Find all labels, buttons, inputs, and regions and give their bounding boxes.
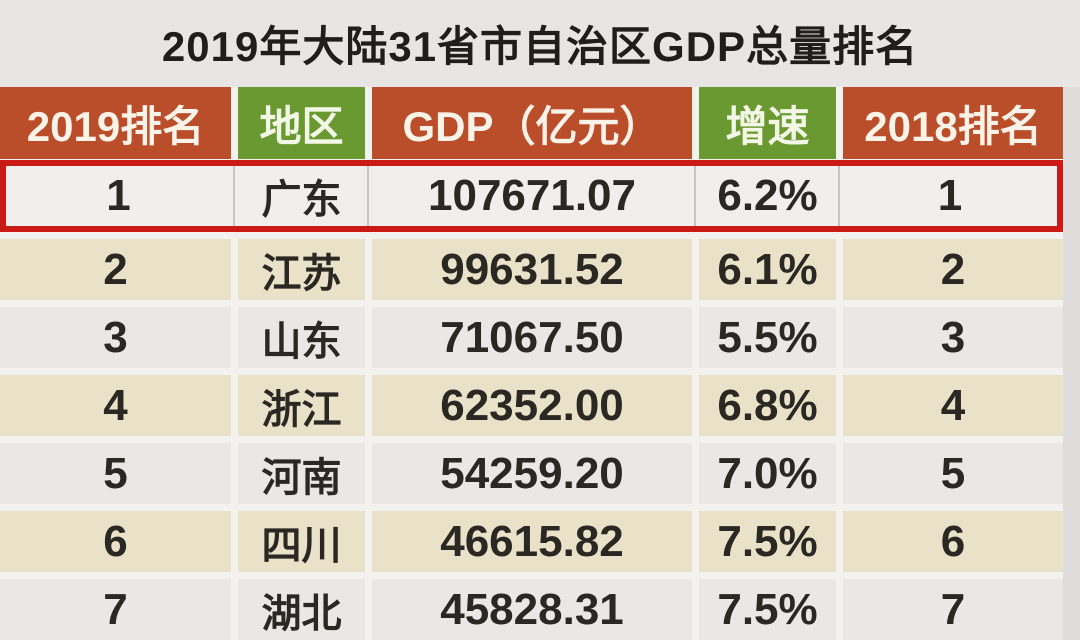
cell-rank-2019: 3 bbox=[0, 307, 231, 368]
cell-rank-2018: 5 bbox=[843, 443, 1063, 504]
cell-rank-2019: 1 bbox=[106, 171, 131, 220]
cell-rank-2018: 1 bbox=[838, 166, 1057, 226]
table-row: 1 广东 107671.07 6.2% 1 bbox=[0, 160, 1063, 232]
cell-region: 河南 bbox=[238, 443, 365, 504]
cell-region: 湖北 bbox=[238, 579, 365, 640]
cell-region: 四川 bbox=[238, 511, 365, 572]
page-title: 2019年大陆31省市自治区GDP总量排名 bbox=[161, 23, 919, 70]
cell-growth: 7.5% bbox=[699, 579, 836, 640]
table-row: 5 河南 54259.20 7.0% 5 bbox=[0, 443, 1063, 504]
cell-rank-2018: 2 bbox=[843, 239, 1063, 300]
table-body: 1 广东 107671.07 6.2% 1 2 江苏 99631.52 6.1%… bbox=[0, 160, 1063, 640]
table-row: 4 浙江 62352.00 6.8% 4 bbox=[0, 375, 1063, 436]
cell-rank-2018: 6 bbox=[843, 511, 1063, 572]
cell-growth: 5.5% bbox=[699, 307, 836, 368]
title-band: 2019年大陆31省市自治区GDP总量排名 bbox=[0, 0, 1080, 87]
table-row: 2 江苏 99631.52 6.1% 2 bbox=[0, 239, 1063, 300]
cell-rank-2019: 2 bbox=[0, 239, 231, 300]
table-header-row: 2019排名 地区 GDP（亿元） 增速 2018排名 bbox=[0, 87, 1063, 159]
column-header-gdp: GDP（亿元） bbox=[372, 87, 692, 159]
cell-rank-2019: 5 bbox=[0, 443, 231, 504]
column-header-rank-2018: 2018排名 bbox=[843, 87, 1063, 159]
cell-region: 广东 bbox=[233, 166, 365, 226]
cell-region: 浙江 bbox=[238, 375, 365, 436]
cell-rank-2018: 3 bbox=[843, 307, 1063, 368]
cell-gdp: 46615.82 bbox=[372, 511, 692, 572]
column-header-rank-2019: 2019排名 bbox=[0, 87, 231, 159]
cell-rank-2019: 7 bbox=[0, 579, 231, 640]
cell-gdp: 45828.31 bbox=[372, 579, 692, 640]
cell-region: 江苏 bbox=[238, 239, 365, 300]
cell-rank-2019: 6 bbox=[0, 511, 231, 572]
cell-gdp: 62352.00 bbox=[372, 375, 692, 436]
cell-rank-2018: 7 bbox=[843, 579, 1063, 640]
cell-gdp: 71067.50 bbox=[372, 307, 692, 368]
cell-growth: 7.0% bbox=[699, 443, 836, 504]
table-row: 3 山东 71067.50 5.5% 3 bbox=[0, 307, 1063, 368]
cell-gdp: 107671.07 bbox=[367, 166, 692, 226]
table-row: 7 湖北 45828.31 7.5% 7 bbox=[0, 579, 1063, 640]
cell-rank-2019: 4 bbox=[0, 375, 231, 436]
gdp-ranking-table: 2019排名 地区 GDP（亿元） 增速 2018排名 1 广东 107671.… bbox=[0, 87, 1063, 640]
cell-gdp: 99631.52 bbox=[372, 239, 692, 300]
cell-growth: 6.1% bbox=[699, 239, 836, 300]
cell-gdp: 54259.20 bbox=[372, 443, 692, 504]
cell-region: 山东 bbox=[238, 307, 365, 368]
cell-growth: 6.8% bbox=[699, 375, 836, 436]
table-row: 6 四川 46615.82 7.5% 6 bbox=[0, 511, 1063, 572]
column-header-region: 地区 bbox=[238, 87, 365, 159]
cell-growth: 7.5% bbox=[699, 511, 836, 572]
cell-growth: 6.2% bbox=[694, 166, 836, 226]
cell-rank-2018: 4 bbox=[843, 375, 1063, 436]
column-header-growth: 增速 bbox=[699, 87, 836, 159]
